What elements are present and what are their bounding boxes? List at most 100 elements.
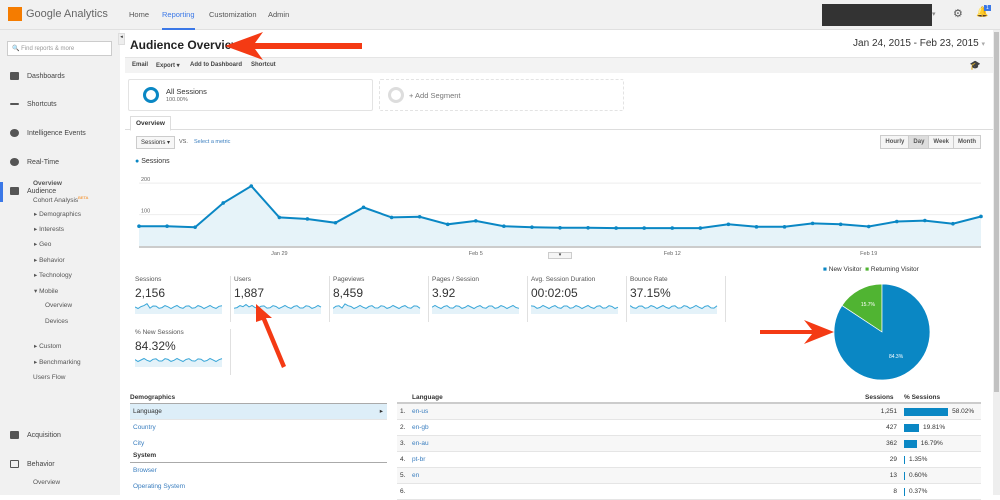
area-fill [139, 186, 981, 246]
collapse-sidebar-button[interactable]: ◂ [118, 33, 125, 45]
add-to-dashboard-button[interactable]: Add to Dashboard [190, 62, 242, 68]
email-button[interactable]: Email [132, 62, 149, 68]
nav-admin[interactable]: Admin [268, 10, 290, 19]
language-link[interactable]: en [412, 472, 420, 479]
metric--new-sessions[interactable]: % New Sessions 84.32% [135, 329, 231, 375]
data-point [417, 214, 422, 219]
shortcut-button[interactable]: Shortcut [251, 62, 276, 68]
dimension-os[interactable]: Operating System [133, 483, 186, 490]
language-link[interactable]: en-gb [412, 424, 429, 431]
sidebar-audience-12[interactable]: Users Flow [33, 374, 66, 381]
sidebar-audience-8[interactable]: Overview [45, 302, 73, 309]
nav-home[interactable]: Home [129, 10, 150, 19]
sparkline [531, 304, 619, 314]
data-point [277, 215, 282, 220]
nav-reporting[interactable]: Reporting [162, 10, 195, 30]
sidebar-audience-0[interactable]: Overview [33, 180, 62, 187]
data-point [782, 225, 787, 229]
dimension-language[interactable]: Language ▸ [130, 404, 387, 420]
segment-all-sessions[interactable]: All Sessions 100.00% [128, 79, 373, 111]
week-button[interactable]: Week [929, 136, 954, 148]
data-point [866, 224, 871, 229]
logo[interactable]: Google Analytics [8, 7, 108, 21]
percent-bar [904, 472, 905, 480]
metric-bounce-rate[interactable]: Bounce Rate 37.15% [630, 276, 726, 322]
sidebar-item-audience[interactable]: Audience [10, 187, 56, 195]
sidebar-item-acquisition[interactable]: Acquisition [10, 431, 61, 439]
vs-label: VS. [179, 139, 188, 145]
dimension-list: Demographics Language ▸ Country City Syst… [130, 394, 387, 495]
grid-icon [10, 72, 19, 80]
sidebar-audience-10[interactable]: ▸ Custom [34, 343, 62, 350]
sidebar-item-shortcuts[interactable]: Shortcuts [10, 101, 57, 108]
metric-select[interactable]: Sessions ▾ [136, 136, 176, 149]
data-point [333, 220, 338, 225]
metric-avg-session-duration[interactable]: Avg. Session Duration 00:02:05 [531, 276, 627, 322]
date-range-picker[interactable]: Jan 24, 2015 - Feb 23, 2015 ▾ [853, 38, 985, 49]
table-row: 2. en-gb 427 19.81% [397, 420, 981, 436]
scrollbar[interactable] [993, 30, 1000, 495]
sidebar-item-realtime[interactable]: Real-Time [10, 158, 59, 166]
page-title: Audience Overview [130, 38, 241, 52]
data-point [979, 214, 983, 219]
dimension-city[interactable]: City [133, 440, 145, 447]
data-point [838, 222, 843, 227]
bell-icon[interactable]: 🔔 [976, 7, 989, 18]
data-point [923, 218, 927, 223]
tab-overview[interactable]: Overview [130, 116, 171, 131]
account-selector[interactable] [822, 4, 932, 26]
metric-pages-session[interactable]: Pages / Session 3.92 [432, 276, 528, 322]
sidebar: 🔍 Find reports & more Dashboards Shortcu… [0, 30, 120, 495]
sidebar-audience-3[interactable]: ▸ Interests [34, 226, 64, 233]
table-row: 4. pt-br 29 1.35% [397, 452, 981, 468]
add-segment-button[interactable]: + Add Segment [379, 79, 624, 111]
lightbulb-icon [10, 129, 19, 137]
behavior-overview[interactable]: Overview [33, 479, 61, 486]
hourly-button[interactable]: Hourly [881, 136, 910, 148]
language-link[interactable]: en-au [412, 440, 429, 447]
nav-customization[interactable]: Customization [209, 10, 257, 19]
annotation-arrow-pie [760, 320, 834, 344]
data-point [810, 221, 815, 226]
language-link[interactable]: en-us [412, 408, 429, 415]
metric-sessions[interactable]: Sessions 2,156 [135, 276, 231, 322]
sidebar-item-intelligence[interactable]: Intelligence Events [10, 129, 86, 137]
language-link[interactable]: pt-br [412, 456, 426, 463]
export-button[interactable]: Export ▾ [156, 63, 180, 69]
dimension-country[interactable]: Country [133, 424, 156, 431]
sidebar-audience-4[interactable]: ▸ Geo [34, 241, 52, 248]
sidebar-audience-9[interactable]: Devices [45, 318, 69, 325]
dimension-browser[interactable]: Browser [133, 467, 157, 474]
month-button[interactable]: Month [954, 136, 980, 148]
data-point [361, 205, 366, 210]
legend-dot-icon: ● [135, 158, 140, 165]
annotation-arrow-users [256, 304, 286, 368]
gear-icon[interactable]: ⚙ [953, 8, 963, 20]
sidebar-audience-5[interactable]: ▸ Behavior [34, 257, 65, 264]
sidebar-audience-11[interactable]: ▸ Benchmarking [34, 359, 81, 366]
annotation-arrow-title [225, 32, 362, 60]
percent-bar [904, 456, 906, 464]
sidebar-item-dashboards[interactable]: Dashboards [10, 72, 65, 80]
pie-slice-1 [841, 283, 883, 333]
chart-expand-handle[interactable]: ▾ [548, 252, 572, 259]
data-point [221, 201, 225, 205]
data-point [754, 225, 759, 229]
search-input[interactable]: 🔍 Find reports & more [7, 41, 112, 56]
table-row: 6. 8 0.37% [397, 484, 981, 500]
select-metric-link[interactable]: Select a metric [194, 139, 231, 145]
graduation-cap-icon[interactable]: 🎓 [969, 60, 981, 70]
sidebar-audience-7[interactable]: ▾ Mobile [34, 288, 59, 295]
chevron-down-icon[interactable]: ▾ [932, 11, 936, 18]
main-content: Audience Overview Jan 24, 2015 - Feb 23,… [125, 30, 993, 500]
data-point [249, 184, 254, 188]
metric-pageviews[interactable]: Pageviews 8,459 [333, 276, 429, 322]
day-button[interactable]: Day [909, 136, 930, 148]
sidebar-audience-6[interactable]: ▸ Technology [34, 272, 72, 279]
arrows-icon [10, 431, 19, 439]
sidebar-audience-1[interactable]: Cohort AnalysisBETA [33, 195, 89, 205]
metric-users[interactable]: Users 1,887 [234, 276, 330, 322]
sidebar-item-behavior[interactable]: Behavior [10, 460, 55, 468]
y-tick: 100 [141, 209, 150, 215]
sidebar-audience-2[interactable]: ▸ Demographics [34, 211, 81, 218]
